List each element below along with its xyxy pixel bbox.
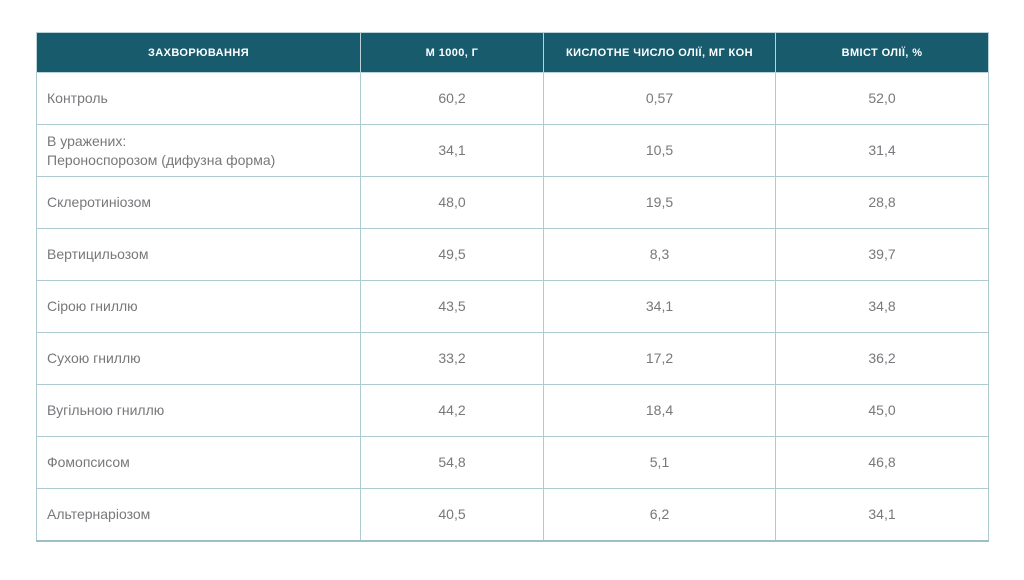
table-row: В уражених: Пероноспорозом (дифузна форм… (36, 124, 989, 177)
oil-content-cell: 34,1 (775, 488, 989, 541)
oil-content-cell: 45,0 (775, 384, 989, 437)
column-header-acid-number: КИСЛОТНЕ ЧИСЛО ОЛІЇ, МГ КОН (543, 32, 776, 73)
acid-number-cell: 8,3 (543, 228, 776, 281)
disease-oil-table: ЗАХВОРЮВАННЯ М 1000, Г КИСЛОТНЕ ЧИСЛО ОЛ… (36, 32, 989, 542)
disease-cell: Вугільною гниллю (36, 384, 361, 437)
header-row: ЗАХВОРЮВАННЯ М 1000, Г КИСЛОТНЕ ЧИСЛО ОЛ… (36, 32, 989, 73)
disease-cell: В уражених: Пероноспорозом (дифузна форм… (36, 124, 361, 177)
column-header-oil-content: ВМІСТ ОЛІЇ, % (775, 32, 989, 73)
m1000-cell: 49,5 (360, 228, 544, 281)
oil-content-cell: 46,8 (775, 436, 989, 489)
m1000-cell: 60,2 (360, 72, 544, 125)
acid-number-cell: 34,1 (543, 280, 776, 333)
acid-number-cell: 18,4 (543, 384, 776, 437)
disease-cell: Фомопсисом (36, 436, 361, 489)
disease-cell: Контроль (36, 72, 361, 125)
m1000-cell: 33,2 (360, 332, 544, 385)
acid-number-cell: 6,2 (543, 488, 776, 541)
table-row: Склеротиніозом 48,0 19,5 28,8 (36, 176, 989, 229)
table-row: Сухою гниллю 33,2 17,2 36,2 (36, 332, 989, 385)
acid-number-cell: 10,5 (543, 124, 776, 177)
table-row: Контроль 60,2 0,57 52,0 (36, 72, 989, 125)
disease-cell: Вертицильозом (36, 228, 361, 281)
oil-content-cell: 39,7 (775, 228, 989, 281)
oil-content-cell: 28,8 (775, 176, 989, 229)
table-row: Сірою гниллю 43,5 34,1 34,8 (36, 280, 989, 333)
oil-content-cell: 52,0 (775, 72, 989, 125)
disease-cell: Сірою гниллю (36, 280, 361, 333)
table-row: Фомопсисом 54,8 5,1 46,8 (36, 436, 989, 489)
acid-number-cell: 5,1 (543, 436, 776, 489)
column-header-m1000: М 1000, Г (360, 32, 544, 73)
disease-cell: Склеротиніозом (36, 176, 361, 229)
table-body: Контроль 60,2 0,57 52,0 В уражених: Перо… (36, 72, 989, 541)
oil-content-cell: 36,2 (775, 332, 989, 385)
table-row: Вугільною гниллю 44,2 18,4 45,0 (36, 384, 989, 437)
oil-content-cell: 34,8 (775, 280, 989, 333)
disease-cell: Сухою гниллю (36, 332, 361, 385)
acid-number-cell: 19,5 (543, 176, 776, 229)
m1000-cell: 34,1 (360, 124, 544, 177)
m1000-cell: 48,0 (360, 176, 544, 229)
m1000-cell: 44,2 (360, 384, 544, 437)
column-header-disease: ЗАХВОРЮВАННЯ (36, 32, 361, 73)
acid-number-cell: 17,2 (543, 332, 776, 385)
disease-cell: Альтернаріозом (36, 488, 361, 541)
m1000-cell: 40,5 (360, 488, 544, 541)
acid-number-cell: 0,57 (543, 72, 776, 125)
table-row: Вертицильозом 49,5 8,3 39,7 (36, 228, 989, 281)
table-row: Альтернаріозом 40,5 6,2 34,1 (36, 488, 989, 541)
table-header: ЗАХВОРЮВАННЯ М 1000, Г КИСЛОТНЕ ЧИСЛО ОЛ… (36, 32, 989, 73)
m1000-cell: 54,8 (360, 436, 544, 489)
m1000-cell: 43,5 (360, 280, 544, 333)
oil-content-cell: 31,4 (775, 124, 989, 177)
